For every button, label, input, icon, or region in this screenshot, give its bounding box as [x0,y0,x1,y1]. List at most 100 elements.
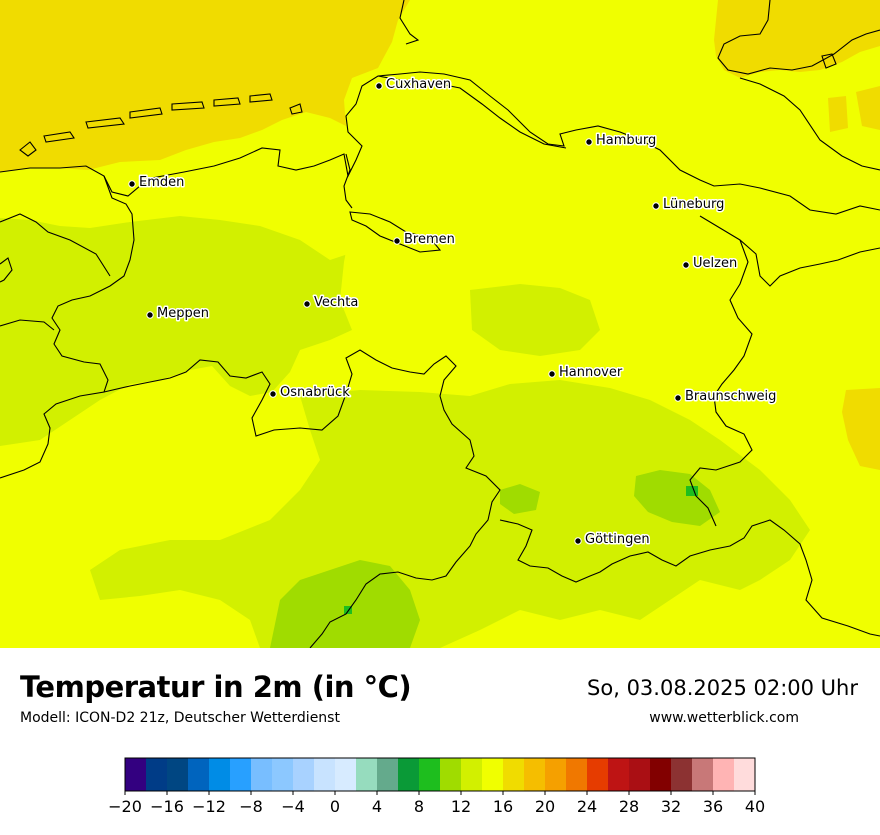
legend-swatch [209,758,231,791]
legend-swatch [167,758,189,791]
city-label: Bremen [404,232,455,247]
legend-swatch [293,758,315,791]
cool-zone-west [0,196,352,446]
legend-tick-label: 4 [372,797,382,816]
city-label: Braunschweig [685,389,776,404]
legend-swatch [608,758,630,791]
website-link[interactable]: www.wetterblick.com [649,710,799,726]
city-göttingen: Göttingen [574,531,651,549]
city-marker [674,394,682,402]
legend-swatch [377,758,399,791]
legend-tick-label: 8 [414,797,424,816]
green-zone-sauerland [270,560,420,648]
city-emden: Emden [128,174,186,192]
city-marker [652,202,660,210]
green-zone-solling [500,484,540,514]
baltic-sea [714,0,880,78]
footer: Temperatur in 2m (in °C) Modell: ICON-D2… [0,648,880,830]
legend-swatch [587,758,609,791]
map-canvas: Cuxhaven Hamburg Emden Lüneburg Bremen Uelzen… [0,0,880,648]
city-marker [548,370,556,378]
legend-swatch [356,758,378,791]
legend-swatch [146,758,168,791]
legend-frame [124,757,756,792]
legend-tick-label: 20 [535,797,555,816]
north-sea [0,0,410,172]
city-lüneburg: Lüneburg [652,196,726,214]
city-marker [303,300,311,308]
legend-tick-label: 32 [661,797,681,816]
city-braunschweig: Braunschweig [674,388,778,406]
coastlines-and-borders [0,0,880,648]
legend-swatch [524,758,546,791]
legend-swatch [251,758,273,791]
legend-swatch [230,758,252,791]
legend-tick-label: 24 [577,797,597,816]
city-marker [269,390,277,398]
city-label: Cuxhaven [386,77,451,92]
legend-tick-label: −4 [281,797,305,816]
legend-tick-label: 28 [619,797,639,816]
legend-swatch [125,758,147,791]
city-label: Osnabrück [280,385,350,400]
legend-tick-label: 0 [330,797,340,816]
legend-tick-label: 36 [703,797,723,816]
legend-swatch [566,758,588,791]
legend-tick-label: −20 [108,797,142,816]
legend-swatch [734,758,756,791]
legend-swatch [713,758,735,791]
city-marker [128,180,136,188]
legend-swatch [398,758,420,791]
legend-swatch [629,758,651,791]
legend-tick-label: 40 [745,797,765,816]
map-title: Temperatur in 2m (in °C) [20,670,412,704]
legend-tick-label: 16 [493,797,513,816]
city-hamburg: Hamburg [585,132,658,150]
city-marker [393,237,401,245]
cool-zone-south [90,380,810,648]
green-spot-south [344,606,352,614]
legend-swatch [461,758,483,791]
legend-swatch [545,758,567,791]
valid-datetime: So, 03.08.2025 02:00 Uhr [587,676,858,700]
city-layer: Cuxhaven Hamburg Emden Lüneburg Bremen Uelzen… [128,76,778,549]
city-label: Meppen [157,306,209,321]
city-meppen: Meppen [146,305,210,323]
city-label: Hamburg [596,133,656,148]
city-uelzen: Uelzen [682,255,739,273]
green-spot-brocken [686,486,698,496]
city-label: Lüneburg [663,197,724,212]
city-marker [146,311,154,319]
legend-swatch [419,758,441,791]
legend-swatch [272,758,294,791]
legend-tick-label: −16 [150,797,184,816]
legend-bar: −20 −16 −12 −8 −4 0 4 8 12 16 20 24 28 32 36 40 [108,757,765,816]
city-marker [375,82,383,90]
city-label: Hannover [559,365,623,380]
legend-tick-label: −8 [239,797,263,816]
legend-tick-label: −12 [192,797,226,816]
city-osnabrück: Osnabrück [269,384,352,402]
city-marker [682,261,690,269]
color-legend: −20 −16 −12 −8 −4 0 4 8 12 16 20 24 28 32 36 40 [0,752,880,830]
cool-zone-central [470,284,600,356]
legend-tick-label: 12 [451,797,471,816]
warm-patch-east-3 [828,96,848,132]
city-marker [574,537,582,545]
legend-swatch [440,758,462,791]
legend-swatch [314,758,336,791]
city-cuxhaven: Cuxhaven [375,76,453,94]
green-zone-harz [634,470,720,526]
coastal-land [0,168,360,260]
city-bremen: Bremen [393,231,456,249]
legend-swatch [671,758,693,791]
legend-swatch [188,758,210,791]
legend-swatch [650,758,672,791]
legend-swatch [503,758,525,791]
warm-patch-east-2 [856,86,880,130]
model-info: Modell: ICON-D2 21z, Deutscher Wetterdie… [20,710,340,726]
legend-swatch [335,758,357,791]
legend-swatch [482,758,504,791]
city-label: Vechta [314,295,358,310]
warm-patch-east [842,388,880,470]
